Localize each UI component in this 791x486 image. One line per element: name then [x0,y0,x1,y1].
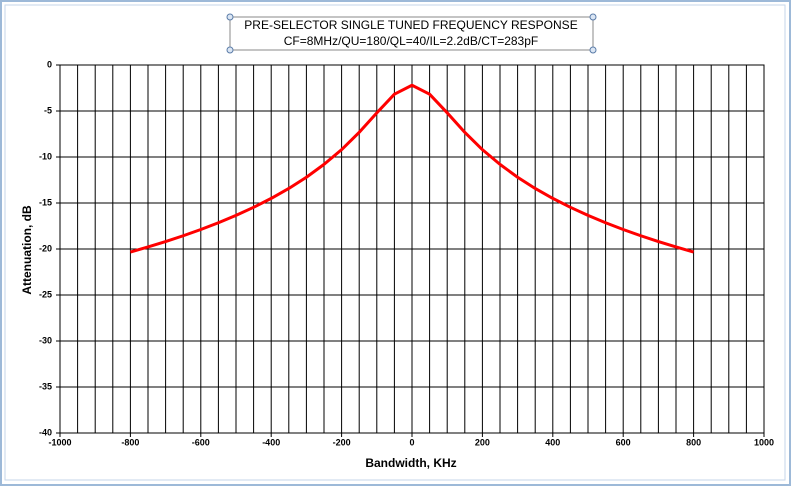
y-tick-label: -35 [39,381,52,391]
y-tick-label: -25 [39,289,52,299]
y-axis-title: Attenuation, dB [20,205,34,295]
handles [226,13,597,54]
title-box[interactable] [229,16,594,51]
y-tick-label: -20 [39,243,52,253]
x-tick-label: 400 [545,437,560,447]
y-tick-label: -10 [39,151,52,161]
x-tick-label: -1000 [48,437,71,447]
x-tick-label: -600 [192,437,210,447]
y-tick-label: -30 [39,335,52,345]
x-tick-label: -200 [333,437,351,447]
x-tick-label: 1000 [754,437,774,447]
x-tick-label: -400 [262,437,280,447]
chart-subtitle: CF=8MHz/QU=180/QL=40/IL=2.2dB/CT=283pF [284,34,538,48]
y-tick-label: 0 [47,59,52,69]
chart-title: PRE-SELECTOR SINGLE TUNED FREQUENCY RESP… [244,18,577,32]
x-tick-label: 0 [409,437,414,447]
y-tick-label: -15 [39,197,52,207]
x-tick-label: 800 [686,437,701,447]
x-axis-title: Bandwidth, KHz [365,456,456,470]
plot-area: 0 -5 -10 -15 -20 -25 -30 -35 -40-1000 -800 -600 -40… [39,59,774,447]
y-tick-label: -5 [44,105,52,115]
x-tick-label: -800 [121,437,139,447]
x-tick-label: 200 [475,437,490,447]
series-line [129,83,695,254]
x-tick-label: 600 [616,437,631,447]
y-tick-label: -40 [39,427,52,437]
